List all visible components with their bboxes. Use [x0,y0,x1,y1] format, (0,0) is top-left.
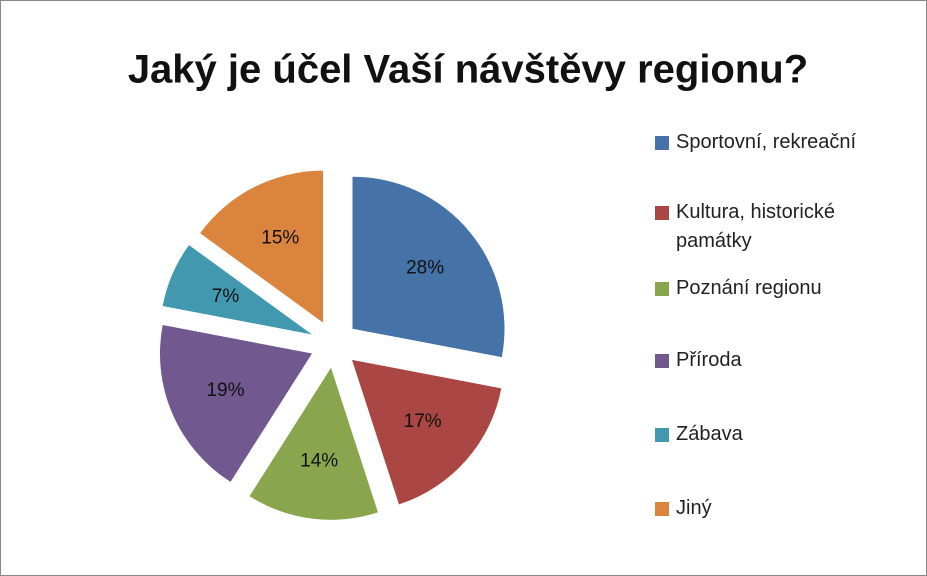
legend-swatch [655,136,669,150]
legend-label: Příroda [676,349,742,371]
chart-title: Jaký je účel Vaší návštěvy regionu? [128,48,808,92]
data-label: 28% [406,258,444,279]
legend-label: Jiný [676,497,712,519]
pie-slice [162,245,312,335]
legend-swatch [655,502,669,516]
data-label: 15% [261,228,299,249]
pie-slice [352,176,505,358]
pie-slice [200,170,324,323]
legend-swatch [655,428,669,442]
legend-swatch [655,354,669,368]
legend-item: Kultura, historické památky [655,198,905,256]
legend-label: Zábava [676,423,743,445]
pie-slice [159,325,312,482]
data-label: 7% [212,286,240,307]
legend-item: Zábava [655,420,905,449]
legend-label: Sportovní, rekreační [676,131,857,153]
data-label: 19% [206,380,244,401]
pie-slice [249,367,378,520]
data-label: 17% [404,411,442,432]
legend-item: Příroda [655,346,905,375]
legend-item: Poznání regionu [655,274,905,303]
pie-slice [352,359,502,505]
data-label: 14% [300,450,338,471]
legend-swatch [655,282,669,296]
legend-swatch [655,206,669,220]
legend-item: Jiný [655,494,905,523]
legend-label: Poznání regionu [676,277,822,299]
legend-label: Kultura, historické památky [676,201,835,252]
legend-item: Sportovní, rekreační [655,128,905,157]
